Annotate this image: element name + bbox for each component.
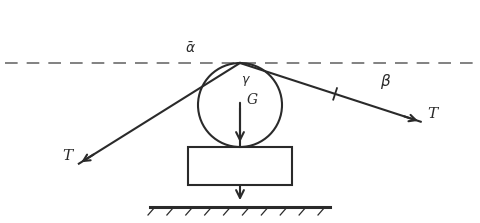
Text: $\gamma$: $\gamma$: [241, 74, 251, 88]
Text: G: G: [246, 93, 258, 107]
Text: $Z_R$: $Z_R$: [230, 157, 250, 175]
Bar: [188, 147, 292, 185]
Text: T: T: [428, 107, 438, 121]
Text: $\bar{\alpha}$: $\bar{\alpha}$: [184, 41, 195, 56]
Text: T: T: [62, 149, 72, 163]
Text: $\beta$: $\beta$: [380, 72, 391, 91]
